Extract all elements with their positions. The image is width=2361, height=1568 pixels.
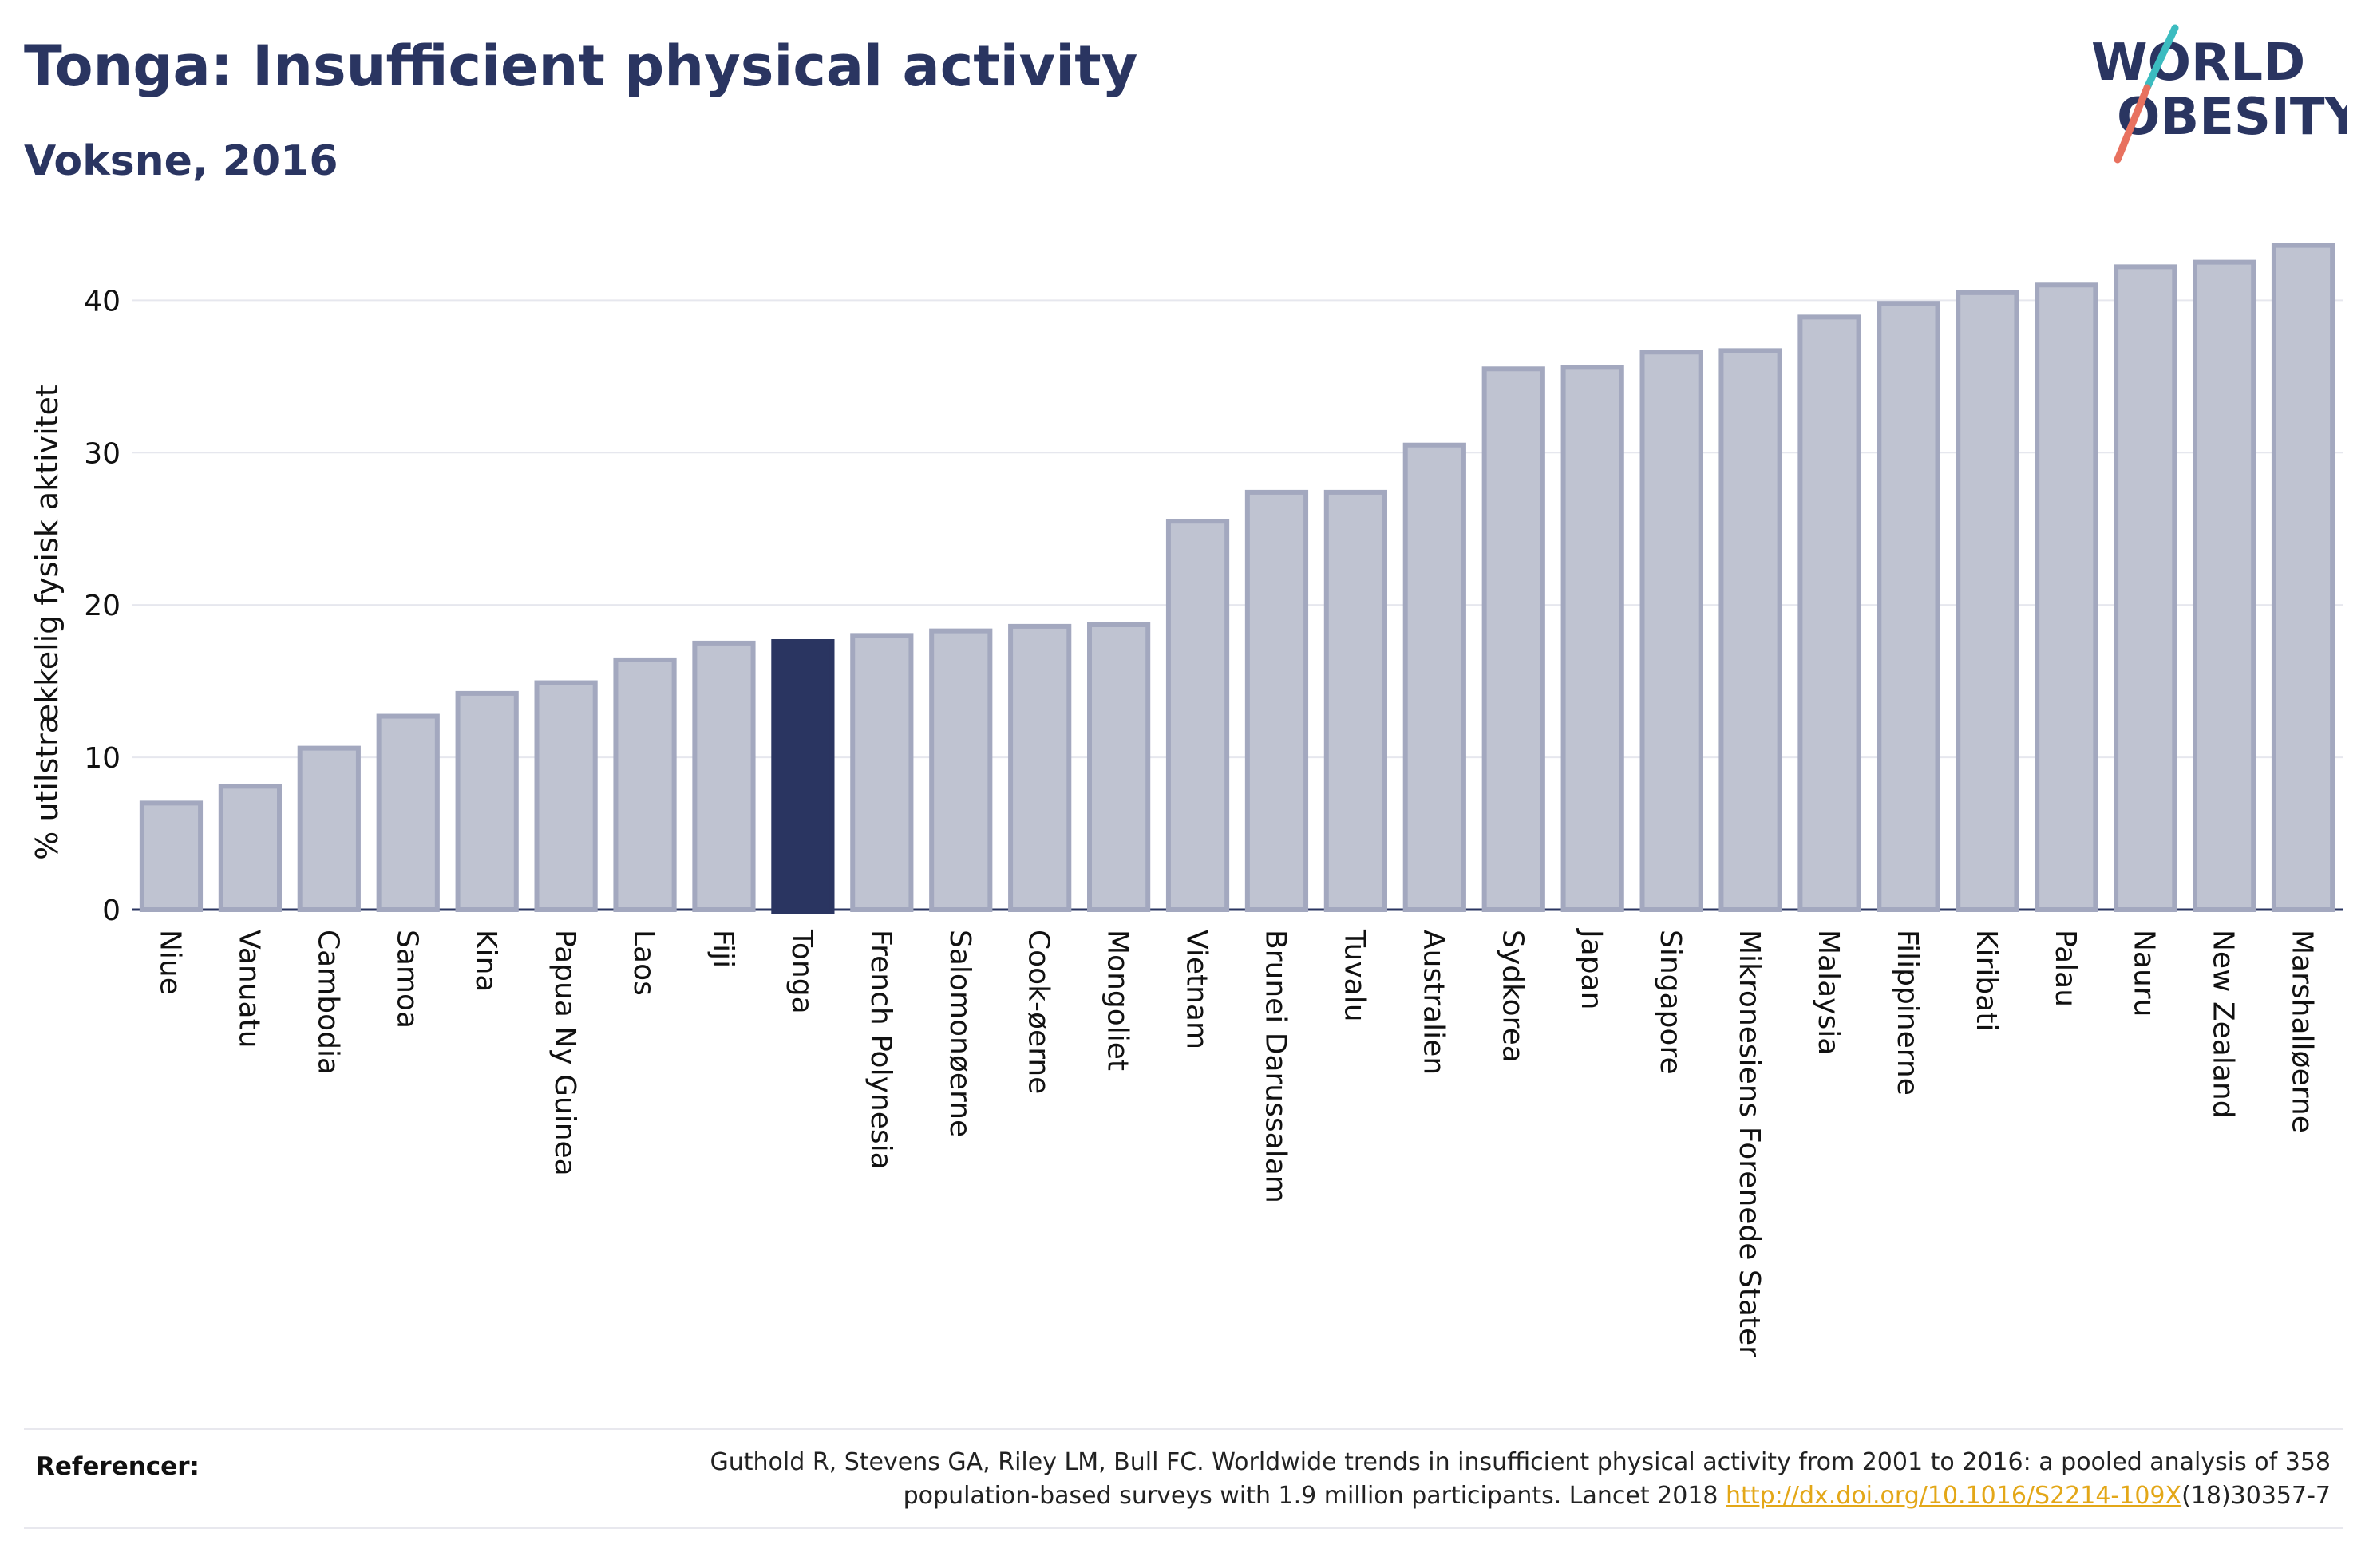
- logo-line2: OBESITY: [2117, 88, 2347, 147]
- bar-mikronesiens-forenede-stater: [1718, 348, 1782, 912]
- y-tick-label: 0: [102, 895, 121, 927]
- x-tick-label: Sydkorea: [1496, 930, 1529, 1063]
- bar-laos: [613, 657, 677, 913]
- x-tick-label: Singapore: [1654, 930, 1687, 1075]
- bar-kiribati: [1956, 290, 2019, 912]
- bar-marshall-erne: [2271, 243, 2335, 912]
- x-tick-label: Brunei Darussalam: [1259, 930, 1291, 1203]
- x-tick-label: Kina: [469, 930, 502, 993]
- x-tick-label: New Zealand: [2207, 930, 2240, 1119]
- chart-subtitle: Voksne, 2016: [24, 137, 338, 185]
- bar-mongoliet: [1087, 622, 1151, 912]
- x-tick-label: Laos: [627, 930, 660, 996]
- x-tick-label: Palau: [2049, 930, 2082, 1007]
- x-tick-label: Australien: [1417, 930, 1449, 1075]
- references-label: Referencer:: [36, 1452, 200, 1481]
- bar-kina: [455, 690, 519, 913]
- bar-singapore: [1639, 350, 1703, 913]
- bar-tuvalu: [1323, 489, 1387, 912]
- x-tick-label: Cambodia: [311, 930, 344, 1075]
- bar-filippinerne: [1877, 301, 1940, 912]
- x-tick-label: Vietnam: [1180, 930, 1213, 1049]
- x-tick-label: Samoa: [390, 930, 423, 1029]
- x-tick-label: French Polynesia: [864, 930, 897, 1170]
- y-axis-label: % utilstrækkelig fysisk aktivitet: [30, 385, 65, 860]
- x-tick-label: Malaysia: [1812, 930, 1845, 1055]
- x-tick-label: Niue: [153, 930, 186, 995]
- y-tick-label: 40: [84, 285, 121, 318]
- bar-nauru: [2114, 264, 2177, 912]
- bar-cook-erne: [1008, 623, 1072, 913]
- y-tick-label: 10: [84, 742, 121, 775]
- label-layer: Niue Vanuatu Cambodia Samoa Kina Papua Ny Gui…: [153, 928, 2318, 1357]
- bar-samoa: [376, 713, 440, 913]
- tick-layer: 0 10 20 30 40: [84, 285, 121, 927]
- x-tick-label: Papua Ny Guinea: [548, 930, 581, 1176]
- bar-new-zealand: [2193, 259, 2256, 912]
- bar-cambodia: [297, 745, 361, 912]
- x-tick-label: Nauru: [2128, 930, 2161, 1017]
- x-tick-label: Tuvalu: [1338, 929, 1370, 1022]
- logo-slash-coral: [2114, 84, 2151, 164]
- bar-layer: [139, 243, 2335, 914]
- chart-title: Tonga: Insufficient physical activity: [24, 34, 1138, 99]
- x-tick-label: Cook-øerne: [1022, 930, 1055, 1094]
- x-tick-label: Marshalløerne: [2286, 930, 2319, 1133]
- reference-doi-link[interactable]: http://dx.doi.org/10.1016/S2214-109X: [1726, 1482, 2182, 1510]
- x-tick-label: Filippinerne: [1891, 930, 1924, 1096]
- x-tick-label: Vanuatu: [232, 930, 265, 1049]
- logo-line1: WORLD: [2091, 34, 2305, 93]
- x-tick-label: Salomonøerne: [943, 930, 976, 1137]
- bar-japan: [1560, 365, 1624, 912]
- x-tick-label: Fiji: [706, 930, 739, 968]
- bar-chart: 0 10 20 30 40 Niue Vanuatu Cambodia Samoa Kina Pa…: [30, 243, 2343, 1357]
- bar-malaysia: [1797, 314, 1861, 912]
- references-box: Referencer: Guthold R, Stevens GA, Riley…: [24, 1428, 2343, 1529]
- bar-vietnam: [1165, 519, 1230, 912]
- bar-french-polynesia: [850, 633, 914, 912]
- bar-niue: [139, 800, 204, 913]
- reference-line2: population-based surveys with 1.9 millio…: [903, 1482, 1726, 1510]
- x-tick-label: Mongoliet: [1101, 930, 1134, 1071]
- bar-sydkorea: [1481, 366, 1545, 913]
- bar-papua-ny-guinea: [534, 680, 598, 913]
- bar-tonga: [771, 639, 835, 914]
- world-obesity-logo: WORLD OBESITY: [2091, 24, 2347, 164]
- bar-palau: [2035, 282, 2098, 913]
- bar-vanuatu: [218, 784, 282, 913]
- y-tick-label: 30: [84, 437, 121, 470]
- reference-line2-end: (18)30357-7: [2181, 1482, 2331, 1510]
- bar-fiji: [692, 640, 756, 913]
- x-tick-label: Tonga: [785, 929, 818, 1014]
- y-tick-label: 20: [84, 590, 121, 622]
- bar-salomon-erne: [929, 628, 993, 912]
- bar-brunei-darussalam: [1244, 489, 1309, 912]
- references-text: Guthold R, Stevens GA, Riley LM, Bull FC…: [495, 1446, 2331, 1513]
- reference-line1: Guthold R, Stevens GA, Riley LM, Bull FC…: [710, 1448, 2331, 1476]
- x-tick-label: Japan: [1575, 928, 1608, 1009]
- bar-australien: [1402, 442, 1466, 912]
- x-tick-label: Kiribati: [1970, 930, 2003, 1031]
- x-tick-label: Mikronesiens Forenede Stater: [1733, 930, 1766, 1357]
- logo-slash-teal: [2143, 24, 2179, 92]
